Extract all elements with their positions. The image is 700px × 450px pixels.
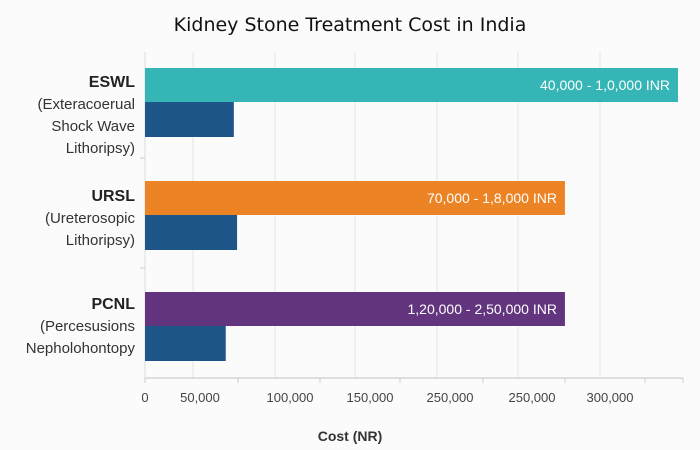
x-tick-label: 100,000 [267,390,314,405]
x-tick-label: 300,000 [587,390,634,405]
category-desc: Lithoripsy) [65,232,135,249]
category-code: ESWL [88,74,135,91]
category-desc: (Exteracoerual [37,96,135,113]
category-desc: Nepholohontopy [25,340,135,357]
category-desc: (Ureterosopic [44,210,135,227]
category-desc: Shock Wave [51,118,135,135]
x-tick-label: 50,000 [180,390,220,405]
x-tick-label: 250,000 [427,390,474,405]
x-tick-label: 0 [141,390,148,405]
category-desc: (Percesusions [39,318,135,335]
category-code: URSL [91,188,135,205]
category-code: PCNL [91,296,135,313]
x-tick-label: 250,000 [509,390,556,405]
bar-pcnl-range [145,292,565,326]
chart-title: Kidney Stone Treatment Cost in India [173,14,527,36]
bar-ursl-range [145,181,565,215]
bar-eswl-range [145,68,678,102]
data-label: 70,000 - 1,8,000 INR [427,190,557,206]
category-label-ursl: URSL (Ureterosopic Lithoripsy) [45,186,135,252]
category-desc: Lithoripsy) [65,140,135,157]
bar-pcnl-secondary [145,326,226,361]
bar-ursl-secondary [145,215,238,250]
data-label: 1,20,000 - 2,50,000 INR [408,301,557,317]
category-label-eswl: ESWL (Exteracoerual Shock Wave Lithorips… [37,72,135,160]
data-label: 40,000 - 1,0,000 INR [540,77,670,93]
bar-eswl-secondary [145,102,234,137]
x-tick-label: 150,000 [347,390,394,405]
x-axis-title: Cost (NR) [317,428,383,444]
category-label-pcnl: PCNL (Percesusions Nepholohontopy [26,294,135,360]
